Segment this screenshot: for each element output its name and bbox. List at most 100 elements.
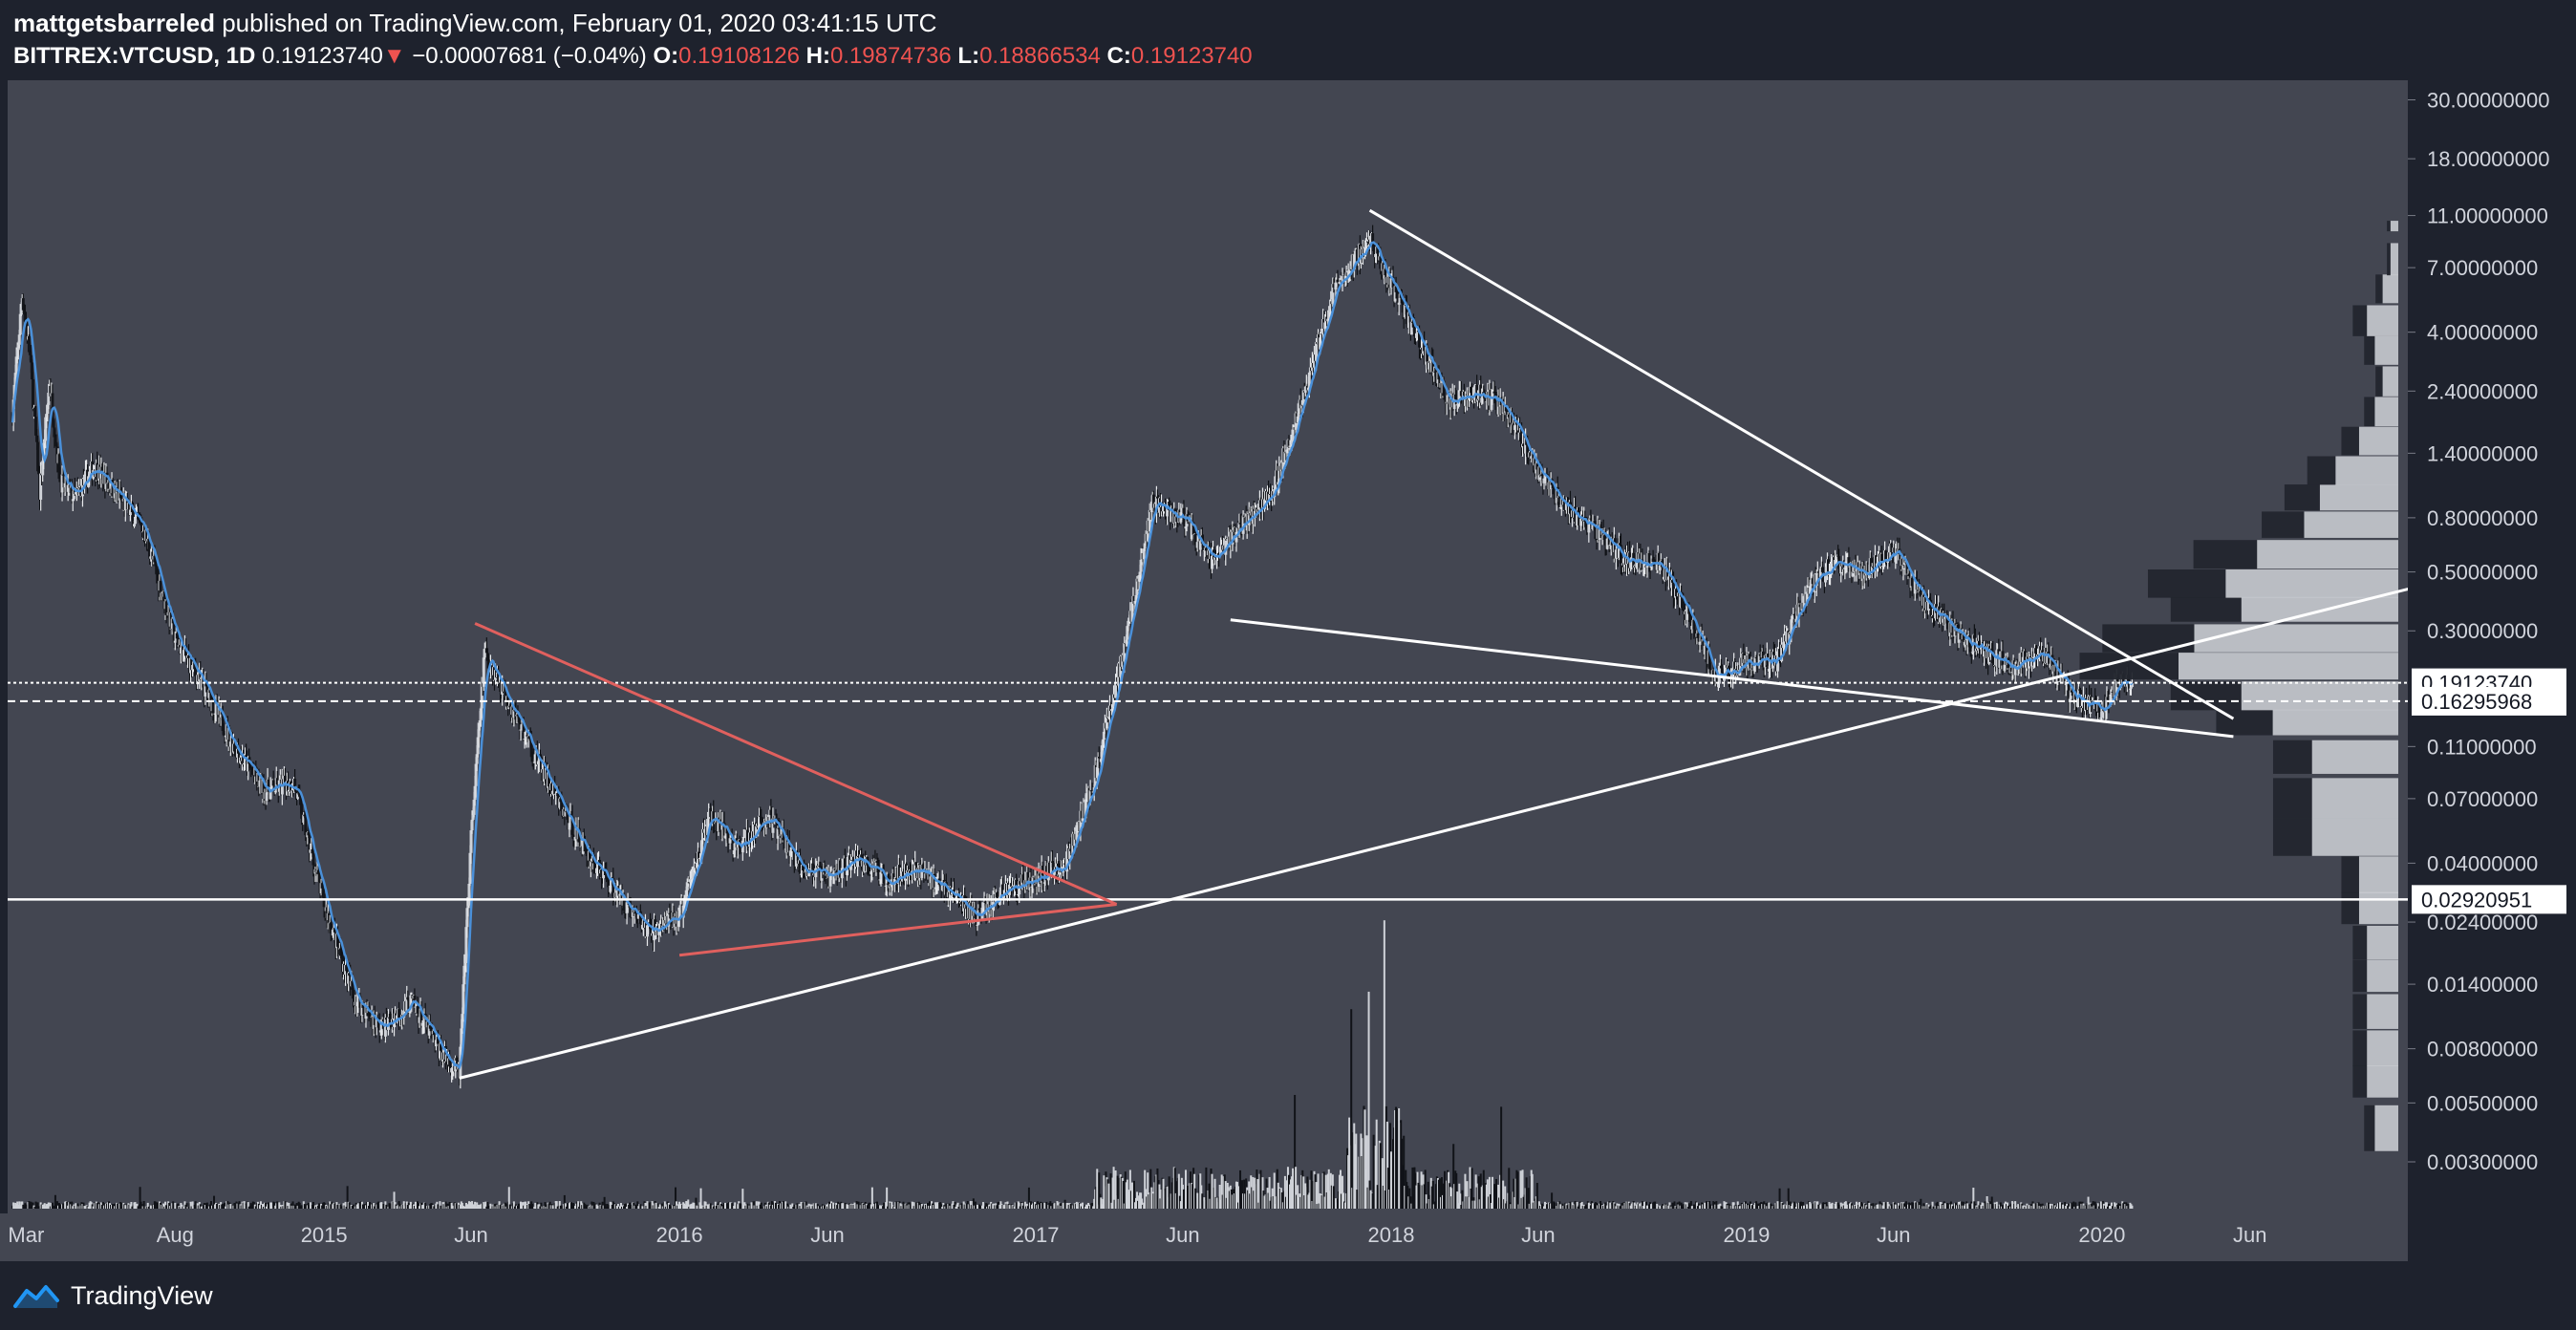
volume-bar (79, 1205, 82, 1209)
candle-body (698, 857, 702, 859)
volume-bar (415, 1202, 418, 1209)
volume-bar (302, 1201, 305, 1209)
candle-body (1058, 870, 1062, 875)
candle-body (565, 811, 569, 813)
candle-body (1285, 449, 1289, 454)
volume-bar (34, 1201, 37, 1209)
candle-body (1662, 576, 1665, 580)
candle-body (300, 804, 304, 819)
candle-body (384, 1018, 388, 1020)
candle-body (406, 997, 410, 1000)
volume-bar (434, 1205, 437, 1209)
volume-bar (159, 1202, 161, 1209)
candle-body (1647, 552, 1651, 563)
volume-bar (543, 1205, 546, 1209)
volume-bar (317, 1205, 320, 1209)
candle-body (505, 700, 509, 707)
volume-bar (577, 1201, 580, 1209)
volume-bar (572, 1203, 575, 1209)
volume-bar (614, 1204, 617, 1209)
volume-bar (144, 1206, 147, 1209)
volume-bar (590, 1204, 592, 1209)
candle-body (1394, 286, 1398, 292)
candle-body (317, 873, 321, 883)
candle-body (1930, 608, 1934, 617)
candle-body (727, 843, 731, 845)
candle-body (573, 836, 577, 841)
candle-body (1828, 573, 1832, 575)
candle-body (472, 800, 476, 815)
volume-bar (293, 1204, 296, 1209)
candle-body (448, 1058, 452, 1067)
candle-body (71, 499, 75, 502)
author-name[interactable]: mattgetsbarreled (13, 9, 215, 37)
candle-body (1911, 586, 1915, 589)
volume-bar (163, 1206, 166, 1209)
volume-bar (402, 1201, 405, 1209)
candle-body (523, 739, 526, 740)
candle-body (840, 868, 844, 879)
price-chart[interactable]: 30.0000000018.0000000011.000000007.00000… (0, 0, 2576, 1271)
symbol-label[interactable]: BITTREX:VTCUSD, 1D (13, 43, 256, 69)
candle-body (2054, 665, 2058, 682)
volume-bar (24, 1203, 27, 1209)
volume-bar (214, 1204, 217, 1209)
candle-body (1184, 526, 1188, 529)
volume-bar (184, 1204, 187, 1209)
candle-body (379, 1025, 383, 1031)
candle-body (1526, 444, 1530, 458)
candle-body (1332, 284, 1336, 288)
candle-body (615, 890, 619, 898)
volume-bar (113, 1204, 116, 1209)
candle-body (173, 640, 177, 643)
candle-body (176, 638, 180, 647)
volume-bar (179, 1206, 182, 1209)
volume-bar (443, 1201, 446, 1209)
volume-bar (494, 1206, 497, 1209)
volume-bar (585, 1206, 588, 1209)
volume-bar (561, 1205, 564, 1209)
candle-body (450, 1068, 454, 1073)
volume-bar (371, 1204, 374, 1209)
candle-body (1707, 650, 1711, 670)
volume-bar (578, 1206, 581, 1209)
candle-body (1641, 559, 1644, 570)
candle-body (1700, 634, 1704, 642)
volume-bar (81, 1203, 84, 1209)
volume-bar (236, 1203, 239, 1209)
volume-bar (32, 1205, 35, 1209)
candle-body (514, 711, 518, 717)
candle-body (1283, 451, 1287, 462)
candle-body (1306, 387, 1310, 391)
volume-bar (37, 1206, 40, 1209)
candle-body (1051, 862, 1055, 875)
candle-body (787, 841, 791, 856)
candle-body (1076, 824, 1080, 826)
candle-body (516, 714, 520, 717)
volume-bar (14, 1202, 17, 1209)
volume-bar (412, 1204, 415, 1209)
candle-body (287, 789, 290, 792)
volume-bar (454, 1203, 457, 1209)
candle-body (421, 1021, 425, 1023)
candle-body (14, 356, 18, 374)
volume-bar (172, 1201, 175, 1209)
candle-body (349, 976, 353, 987)
candle-body (2076, 689, 2080, 697)
candle-body (1689, 615, 1693, 630)
candle-body (434, 1040, 438, 1047)
volume-bar (71, 1201, 74, 1209)
volume-bar (457, 1202, 460, 1209)
volume-bar (503, 1203, 505, 1209)
candle-body (1021, 874, 1025, 883)
candle-body (1657, 553, 1661, 571)
candle-body (1836, 555, 1840, 557)
volume-bar (364, 1205, 367, 1209)
volume-bar (262, 1206, 265, 1209)
volume-bar (333, 1202, 335, 1209)
volume-bar (118, 1203, 121, 1209)
volume-bar (351, 1206, 354, 1209)
volume-bar (558, 1201, 561, 1209)
candle-body (1587, 524, 1591, 533)
candle-body (634, 913, 638, 919)
